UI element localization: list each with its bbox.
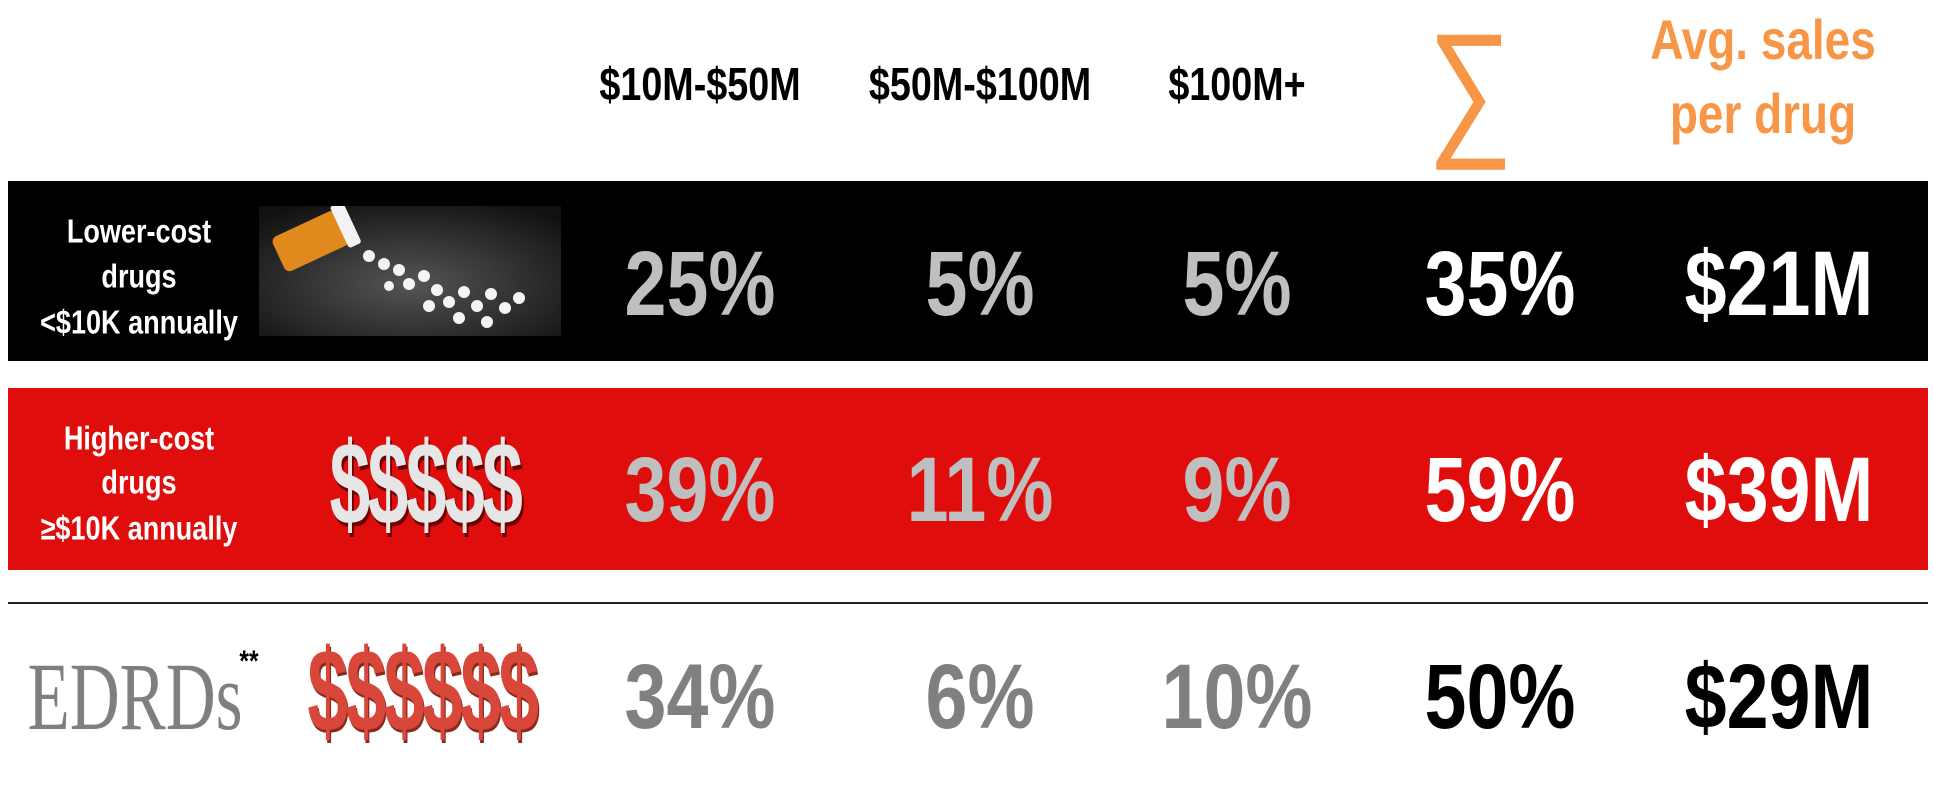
- cell-value: 25%: [625, 238, 776, 330]
- footnote-mark: **: [239, 647, 258, 677]
- cell-value: 35%: [1425, 238, 1576, 330]
- sum-symbol: ∑: [1427, 11, 1513, 161]
- avg-header: Avg. sales: [1650, 12, 1875, 68]
- row-label: EDRDs: [27, 649, 242, 745]
- cell-value: 11%: [907, 444, 1054, 536]
- dollar-icons: $$$$$: [329, 425, 520, 543]
- avg-header: per drug: [1670, 86, 1856, 142]
- cell-value: 10%: [1162, 651, 1313, 743]
- row-label: Lower-cost: [67, 215, 211, 248]
- cell-value: 59%: [1425, 444, 1576, 536]
- column-header: $10M-$50M: [599, 61, 800, 107]
- cell-value: $29M: [1685, 651, 1874, 743]
- cell-value: 5%: [1182, 238, 1291, 330]
- column-header: $50M-$100M: [869, 61, 1091, 107]
- pills-image: [259, 206, 561, 336]
- cell-value: $39M: [1685, 444, 1874, 536]
- row-label: drugs: [101, 260, 176, 293]
- cell-value: 50%: [1425, 651, 1576, 743]
- column-header: $100M+: [1168, 61, 1305, 107]
- dollar-icons: $$$$$$: [307, 632, 536, 750]
- cell-value: 39%: [625, 444, 776, 536]
- row-label: <$10K annually: [40, 306, 238, 339]
- row-label: drugs: [101, 466, 176, 499]
- divider: [8, 602, 1928, 604]
- cell-value: 9%: [1182, 444, 1291, 536]
- row-label: ≥$10K annually: [41, 512, 238, 545]
- cell-value: 5%: [925, 238, 1034, 330]
- cell-value: 6%: [925, 651, 1034, 743]
- cell-value: 34%: [625, 651, 776, 743]
- row-label: Higher-cost: [64, 422, 214, 455]
- cell-value: $21M: [1685, 238, 1874, 330]
- page: $10M-$50M $50M-$100M $100M+ ∑ Avg. sales per …: [0, 0, 1933, 785]
